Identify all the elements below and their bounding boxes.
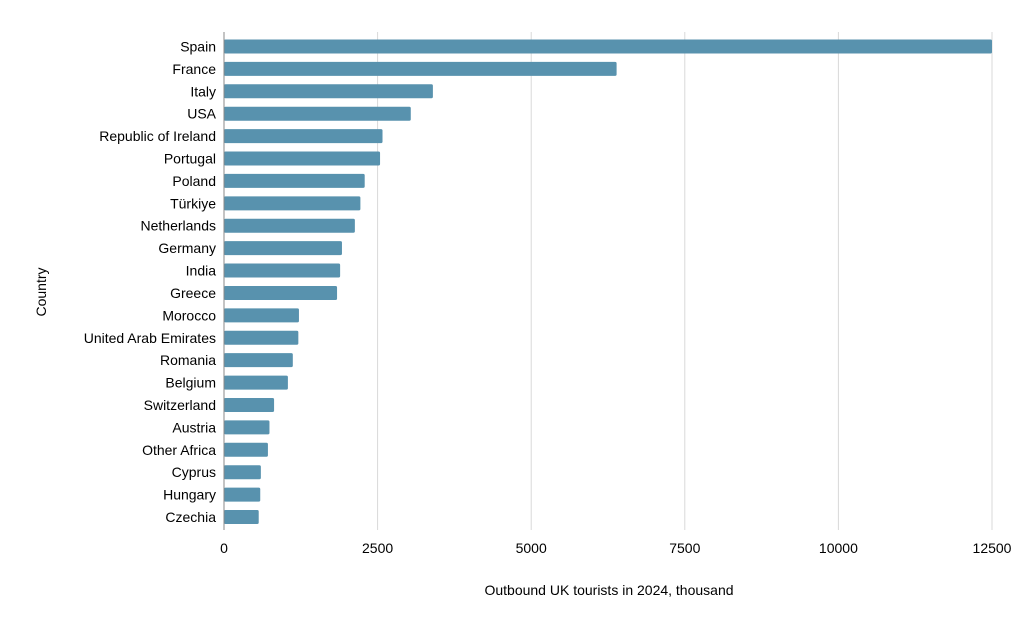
gridlines [377, 32, 993, 530]
bar [224, 397, 275, 412]
bar [224, 84, 433, 99]
y-tick-label: Romania [160, 352, 216, 368]
bar [224, 353, 293, 368]
x-tick-label: 5000 [516, 540, 547, 556]
x-tick-label: 2500 [362, 540, 393, 556]
y-axis-label: Country [33, 267, 49, 316]
bar [224, 263, 341, 278]
y-tick-label: Poland [172, 173, 216, 189]
bar [224, 330, 299, 345]
y-tick-label: Czechia [165, 509, 216, 525]
x-tick-labels: 0 2500 5000 7500 10000 12500 [220, 540, 1012, 556]
bar [224, 285, 338, 300]
bar [224, 39, 992, 54]
bar [224, 487, 261, 502]
bar [224, 106, 411, 121]
y-tick-label: Türkiye [170, 195, 216, 211]
y-tick-label: France [172, 61, 216, 77]
bar [224, 196, 361, 211]
bar [224, 151, 381, 166]
x-tick-label: 0 [220, 540, 228, 556]
y-tick-label: Italy [190, 83, 216, 99]
y-tick-label: United Arab Emirates [84, 330, 216, 346]
y-tick-labels: Spain France Italy USA Republic of Ireland Po… [84, 39, 217, 526]
bars [224, 39, 992, 524]
y-tick-label: Cyprus [172, 464, 216, 480]
y-tick-label: Morocco [162, 307, 216, 323]
y-tick-label: Other Africa [142, 442, 216, 458]
y-tick-label: Hungary [163, 487, 216, 503]
bar [224, 218, 355, 233]
x-tick-label: 10000 [819, 540, 858, 556]
y-tick-label: Spain [180, 39, 216, 55]
y-tick-label: Netherlands [141, 218, 217, 234]
bar [224, 420, 270, 435]
x-tick-label: 7500 [669, 540, 700, 556]
bar [224, 465, 261, 480]
y-tick-label: Republic of Ireland [99, 128, 216, 144]
bar [224, 510, 259, 524]
bar [224, 129, 383, 144]
y-tick-label: Austria [172, 419, 216, 435]
bar [224, 61, 617, 76]
y-tick-label: India [186, 263, 217, 279]
bar [224, 308, 299, 323]
y-tick-label: Switzerland [144, 397, 216, 413]
y-tick-label: Germany [158, 240, 216, 256]
y-tick-label: Belgium [165, 375, 216, 391]
bar [224, 375, 288, 390]
bar [224, 442, 268, 457]
bar [224, 241, 342, 256]
y-tick-label: Greece [170, 285, 216, 301]
y-tick-label: USA [187, 106, 216, 122]
bar [224, 173, 365, 188]
x-tick-label: 12500 [973, 540, 1012, 556]
y-tick-label: Portugal [164, 151, 216, 167]
x-axis-label: Outbound UK tourists in 2024, thousand [484, 582, 733, 598]
